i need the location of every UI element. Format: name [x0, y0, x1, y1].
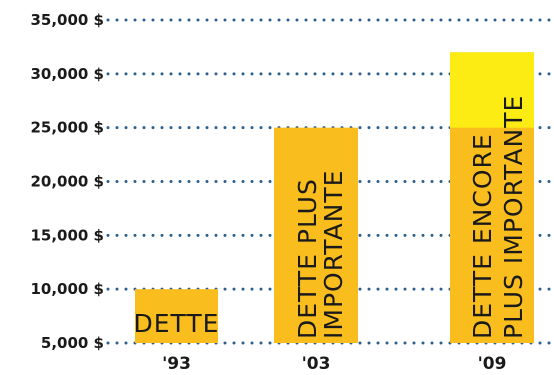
y-tick-label: 20,000 $: [30, 173, 104, 191]
bar-highlight-segment: [450, 52, 534, 128]
x-category-label: '03: [302, 354, 331, 374]
x-axis-categories: '93 '03 '09: [162, 354, 506, 374]
y-tick-label: 15,000 $: [30, 226, 104, 244]
bar-label: DETTE: [134, 309, 220, 338]
bar: [274, 127, 358, 344]
bar-label: DETTE ENCORE: [468, 133, 497, 339]
y-tick-label: 30,000 $: [30, 65, 104, 83]
x-category-label: '93: [162, 354, 191, 374]
bar-label: PLUS IMPORTANTE: [499, 95, 528, 339]
y-tick-label: 25,000 $: [30, 119, 104, 137]
y-axis-ticks: 35,000 $ 30,000 $ 25,000 $ 20,000 $ 15,000 $…: [30, 11, 104, 352]
y-tick-label: 35,000 $: [30, 11, 104, 29]
bar-label: DETTE PLUS: [293, 178, 322, 339]
bar-label: IMPORTANTE: [319, 170, 348, 339]
y-tick-label: 10,000 $: [30, 280, 104, 298]
y-tick-label: 5,000 $: [41, 334, 104, 352]
x-category-label: '09: [478, 354, 507, 374]
bar: [135, 289, 218, 343]
